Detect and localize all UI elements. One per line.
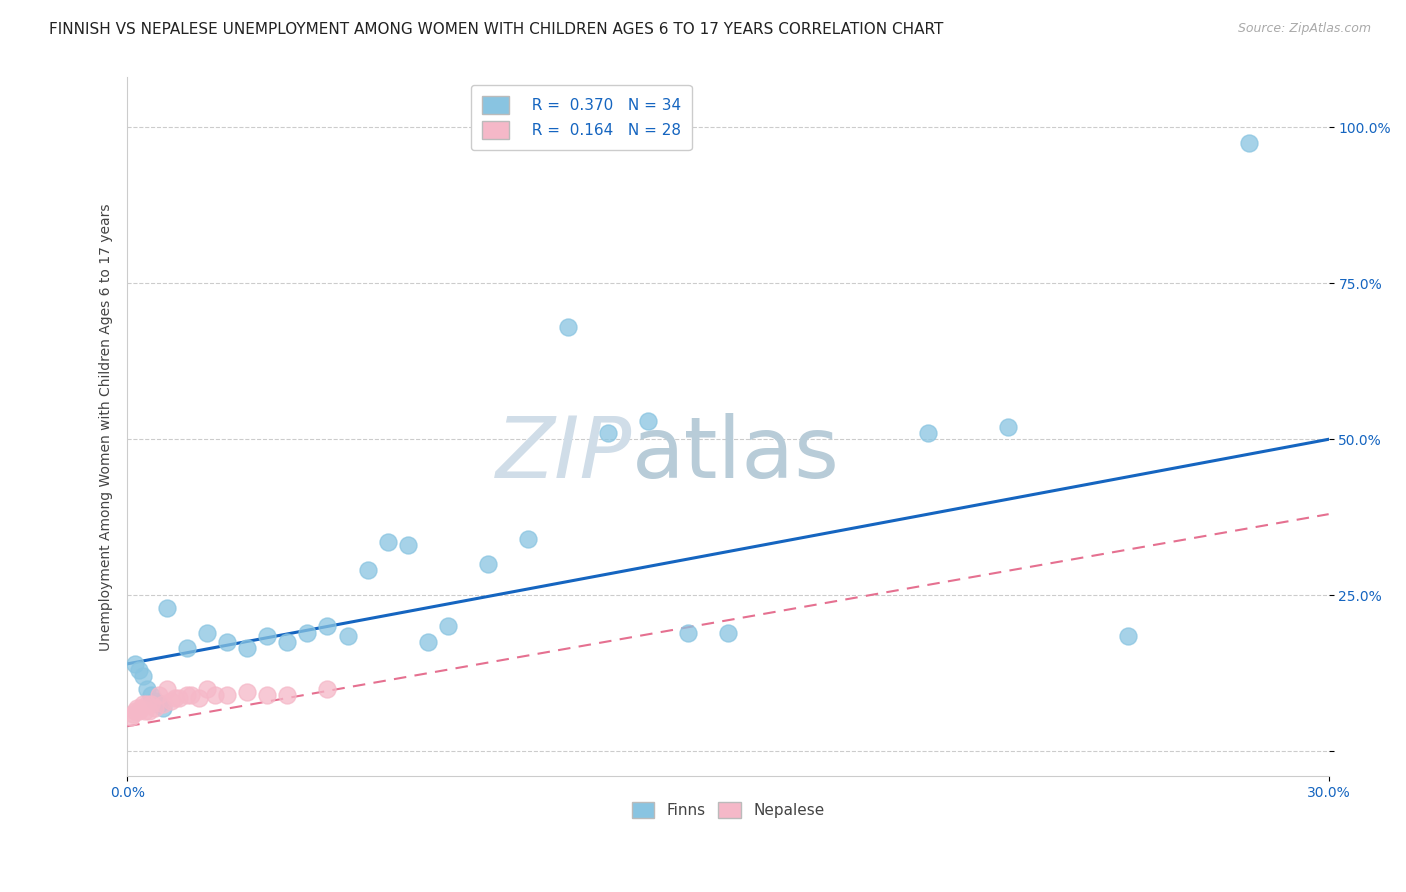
- Point: [276, 635, 298, 649]
- Point: [236, 685, 259, 699]
- Point: [336, 629, 359, 643]
- Point: [516, 532, 538, 546]
- Y-axis label: Unemployment Among Women with Children Ages 6 to 17 years: Unemployment Among Women with Children A…: [100, 203, 114, 650]
- Point: [180, 688, 202, 702]
- Point: [176, 688, 198, 702]
- Point: [637, 413, 659, 427]
- Point: [676, 625, 699, 640]
- Point: [188, 691, 211, 706]
- Point: [236, 641, 259, 656]
- Point: [160, 694, 183, 708]
- Point: [141, 688, 163, 702]
- Point: [717, 625, 740, 640]
- Point: [917, 425, 939, 440]
- Point: [127, 700, 149, 714]
- Point: [120, 710, 142, 724]
- Point: [136, 698, 159, 712]
- Point: [276, 688, 298, 702]
- Point: [156, 681, 179, 696]
- Point: [256, 629, 278, 643]
- Point: [297, 625, 319, 640]
- Point: [143, 694, 166, 708]
- Point: [152, 698, 174, 712]
- Point: [169, 691, 191, 706]
- Point: [134, 704, 156, 718]
- Point: [416, 635, 439, 649]
- Point: [256, 688, 278, 702]
- Legend: Finns, Nepalese: Finns, Nepalese: [626, 797, 831, 824]
- Point: [396, 538, 419, 552]
- Point: [1237, 136, 1260, 150]
- Point: [152, 700, 174, 714]
- Point: [148, 688, 170, 702]
- Point: [129, 700, 152, 714]
- Point: [204, 688, 226, 702]
- Point: [165, 691, 187, 706]
- Text: ZIP: ZIP: [495, 413, 631, 496]
- Point: [1118, 629, 1140, 643]
- Point: [136, 681, 159, 696]
- Point: [195, 625, 218, 640]
- Point: [217, 688, 239, 702]
- Point: [122, 706, 145, 721]
- Point: [132, 669, 155, 683]
- Point: [141, 698, 163, 712]
- Point: [124, 657, 146, 671]
- Text: FINNISH VS NEPALESE UNEMPLOYMENT AMONG WOMEN WITH CHILDREN AGES 6 TO 17 YEARS CO: FINNISH VS NEPALESE UNEMPLOYMENT AMONG W…: [49, 22, 943, 37]
- Point: [176, 641, 198, 656]
- Text: Source: ZipAtlas.com: Source: ZipAtlas.com: [1237, 22, 1371, 36]
- Point: [138, 704, 160, 718]
- Point: [217, 635, 239, 649]
- Point: [477, 557, 499, 571]
- Point: [195, 681, 218, 696]
- Point: [132, 698, 155, 712]
- Point: [557, 320, 579, 334]
- Point: [156, 600, 179, 615]
- Point: [997, 419, 1019, 434]
- Point: [128, 704, 150, 718]
- Point: [596, 425, 619, 440]
- Point: [143, 700, 166, 714]
- Point: [148, 698, 170, 712]
- Point: [128, 663, 150, 677]
- Point: [124, 704, 146, 718]
- Text: atlas: atlas: [631, 413, 839, 496]
- Point: [316, 619, 339, 633]
- Point: [316, 681, 339, 696]
- Point: [356, 563, 378, 577]
- Point: [377, 535, 399, 549]
- Point: [436, 619, 458, 633]
